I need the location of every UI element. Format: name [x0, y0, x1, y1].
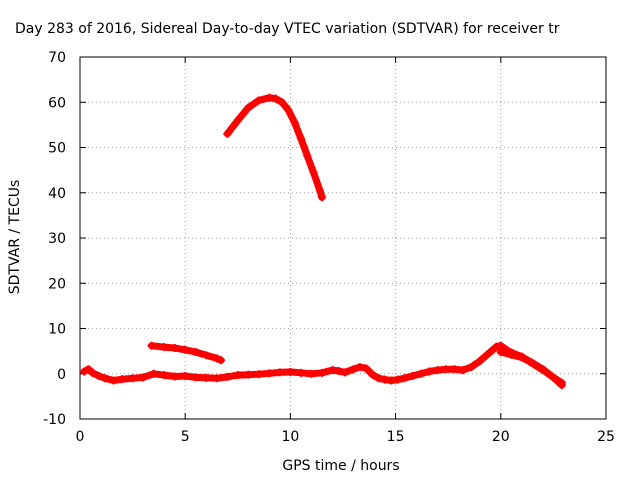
data-point	[425, 367, 434, 376]
data-point	[88, 368, 97, 377]
data-point	[139, 373, 148, 382]
data-point	[309, 168, 318, 177]
y-tick-label: 50	[48, 141, 66, 157]
chart-title: Day 283 of 2016, Sidereal Day-to-day VTE…	[15, 21, 560, 37]
data-point	[393, 375, 402, 384]
data-point	[244, 370, 253, 379]
data-point	[254, 370, 263, 379]
y-tick-label: 70	[48, 50, 66, 66]
data-point	[191, 348, 200, 357]
data-point	[416, 369, 425, 378]
data-point	[233, 116, 242, 125]
data-point	[467, 362, 476, 371]
data-point	[475, 357, 484, 366]
data-point	[442, 365, 451, 374]
data-point	[160, 343, 169, 352]
data-point	[433, 366, 442, 375]
data-series	[80, 93, 566, 390]
data-point	[118, 375, 127, 384]
data-series-1	[223, 94, 326, 201]
x-tick-label: 20	[492, 429, 510, 445]
y-tick-label: 30	[48, 231, 66, 247]
x-tick-label: 5	[181, 429, 190, 445]
y-tick-label: 10	[48, 322, 66, 338]
data-point	[507, 350, 516, 359]
data-point	[181, 345, 190, 354]
axis-ticks: 0 5 10 15 20 25 -10 0 10 20 30 40 50 60 70	[43, 50, 615, 445]
x-axis-label: GPS time / hours	[282, 458, 399, 474]
data-point	[303, 151, 312, 160]
y-axis-label: SDTVAR / TECUs	[7, 180, 23, 295]
data-point	[496, 348, 505, 357]
data-point	[202, 351, 211, 360]
data-point	[212, 354, 221, 363]
data-point	[488, 346, 497, 355]
data-point	[149, 369, 158, 378]
data-point	[458, 366, 467, 375]
data-point	[400, 374, 409, 383]
data-point	[254, 96, 263, 105]
x-tick-label: 15	[387, 429, 405, 445]
data-point	[334, 367, 343, 376]
y-tick-label: 0	[57, 367, 66, 383]
data-point	[216, 356, 225, 365]
data-point	[233, 371, 242, 380]
y-tick-label: 40	[48, 186, 66, 202]
data-point	[223, 372, 232, 381]
data-point	[290, 118, 299, 127]
data-point	[84, 365, 93, 374]
data-point	[94, 372, 103, 381]
data-point	[284, 105, 293, 114]
data-point	[101, 374, 110, 383]
data-point	[355, 362, 364, 371]
data-point	[244, 103, 253, 112]
data-point	[80, 367, 89, 376]
data-point	[307, 369, 316, 378]
x-tick-label: 25	[597, 429, 615, 445]
data-point	[374, 374, 383, 383]
data-point	[275, 368, 284, 377]
x-tick-label: 0	[76, 429, 85, 445]
data-point	[277, 98, 286, 107]
data-point	[109, 376, 118, 385]
data-point	[408, 372, 417, 381]
data-point	[160, 371, 169, 380]
data-point	[362, 364, 371, 373]
y-tick-label: 20	[48, 276, 66, 292]
data-point	[223, 129, 232, 138]
data-point	[315, 186, 324, 195]
data-series-3	[80, 342, 566, 389]
data-point	[170, 343, 179, 352]
x-tick-label: 10	[281, 429, 299, 445]
data-point	[450, 365, 459, 374]
data-point	[538, 365, 547, 374]
y-tick-label: 60	[48, 95, 66, 111]
data-point	[528, 358, 537, 367]
data-point	[549, 373, 558, 382]
y-tick-label: -10	[43, 412, 66, 428]
data-point	[517, 353, 526, 362]
data-point	[147, 341, 156, 350]
grid	[80, 57, 606, 419]
data-point	[202, 373, 211, 382]
data-point	[170, 372, 179, 381]
data-point	[191, 373, 200, 382]
data-point	[317, 368, 326, 377]
data-point	[271, 94, 280, 103]
data-point	[349, 365, 358, 374]
data-point	[296, 368, 305, 377]
data-point	[317, 193, 326, 202]
data-point	[341, 368, 350, 377]
data-point	[212, 374, 221, 383]
data-point	[286, 367, 295, 376]
data-point	[265, 369, 274, 378]
data-point	[296, 134, 305, 143]
data-point	[482, 351, 491, 360]
data-point	[181, 372, 190, 381]
data-point	[368, 370, 377, 379]
data-point	[128, 374, 137, 383]
plot-frame	[79, 56, 607, 420]
data-point	[557, 378, 566, 387]
